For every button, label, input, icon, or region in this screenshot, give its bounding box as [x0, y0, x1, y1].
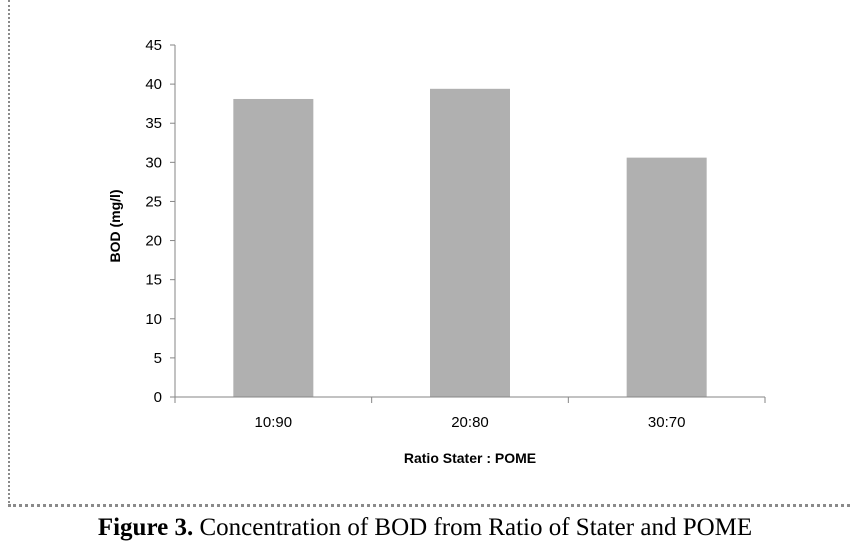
y-tick-label: 25	[145, 193, 162, 210]
y-tick-label: 40	[145, 76, 162, 93]
y-tick-label: 0	[154, 389, 162, 406]
bar-chart: 0 5 10 15 20 25 30 35 40 45 10:90 20:80 30:70 BOD (…	[107, 37, 766, 466]
axes	[170, 44, 766, 403]
figure-caption: Figure 3. Concentration of BOD from Rati…	[0, 514, 850, 542]
y-tick-label: 45	[145, 37, 162, 54]
bars	[233, 88, 707, 398]
y-axis-ticks: 0 5 10 15 20 25 30 35 40 45	[145, 37, 162, 406]
y-tick-label: 15	[145, 272, 162, 289]
bar	[233, 98, 314, 398]
y-tick-label: 20	[145, 233, 162, 250]
y-axis-title: BOD (mg/l)	[107, 189, 123, 262]
x-tick-label: 10:90	[255, 414, 293, 431]
chart-frame	[8, 0, 850, 507]
x-axis-title: Ratio Stater : POME	[404, 450, 536, 466]
x-tick-label: 30:70	[648, 414, 686, 431]
figure-caption-text: Concentration of BOD from Ratio of State…	[193, 514, 753, 541]
y-tick-label: 30	[145, 154, 162, 171]
bar	[430, 88, 510, 397]
bar	[626, 157, 707, 397]
x-axis-labels: 10:90 20:80 30:70	[255, 414, 686, 431]
y-tick-label: 35	[145, 115, 162, 132]
y-tick-label: 5	[154, 350, 162, 367]
x-tick-label: 20:80	[451, 414, 489, 431]
y-tick-label: 10	[145, 311, 162, 328]
figure-caption-label: Figure 3.	[97, 514, 194, 541]
